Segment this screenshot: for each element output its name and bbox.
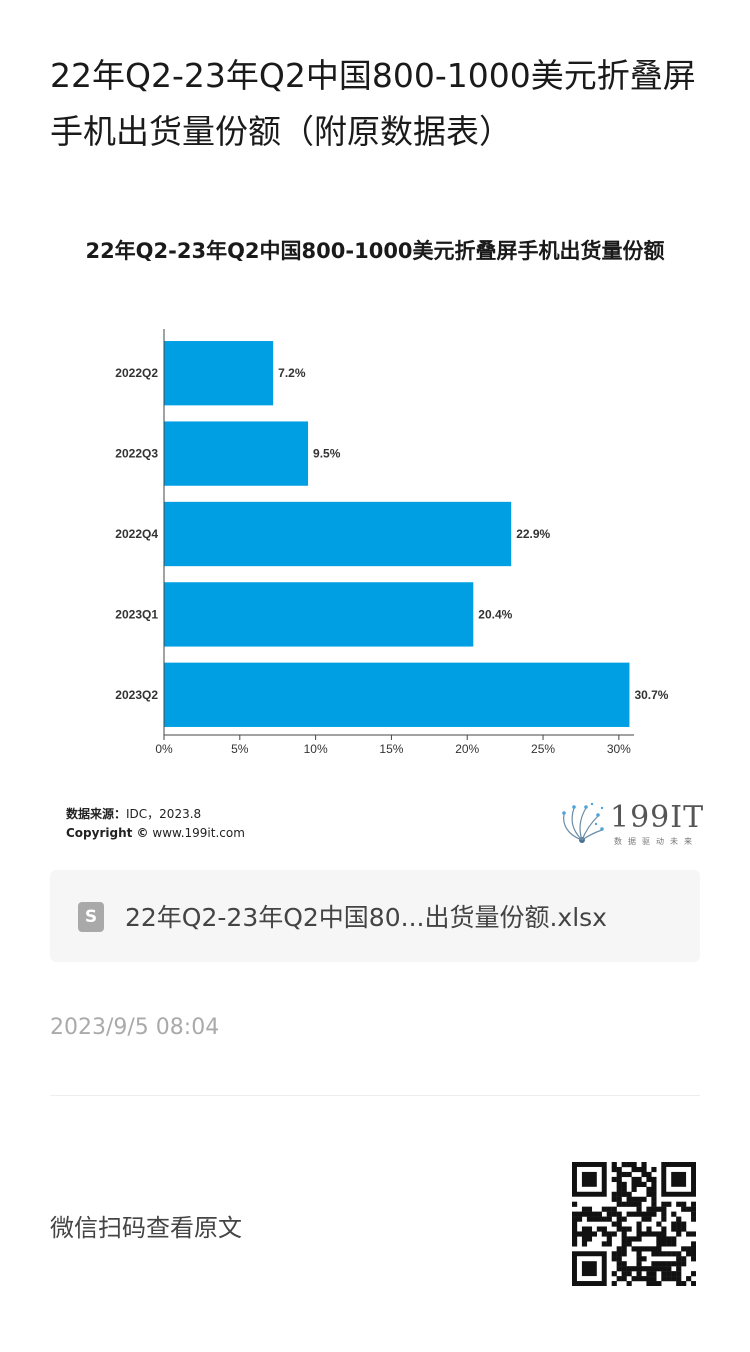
x-tick-label-0: 0%: [155, 742, 173, 756]
bar-chart: 7.2% 2022Q2 9.5% 2022Q3 22.9% 2022Q4 20.4% 2023…: [115, 329, 669, 756]
category-label-2022Q3: 2022Q3: [115, 447, 158, 461]
data-source: 数据来源：IDC，2023.8: [66, 805, 201, 822]
logo-slogan: 数据驱动未来: [614, 837, 698, 846]
x-tick-label-20: 20%: [455, 742, 479, 756]
data-label-2022Q4: 22.9%: [516, 527, 550, 541]
attachment-file-name[interactable]: 22年Q2-23年Q2中国80...出货量份额.xlsx: [125, 903, 607, 932]
bar-2023Q1: [164, 582, 474, 647]
bar-2022Q2: [164, 341, 274, 406]
spreadsheet-file-icon: S: [78, 902, 104, 932]
chart-title: 22年Q2-23年Q2中国800-1000美元折叠屏手机出货量份额: [85, 239, 665, 263]
attachment-card[interactable]: S 22年Q2-23年Q2中国80...出货量份额.xlsx: [50, 870, 700, 962]
data-label-2023Q2: 30.7%: [634, 688, 668, 702]
copyright: Copyright © www.199it.com: [66, 826, 245, 840]
category-label-2023Q1: 2023Q1: [115, 607, 158, 621]
source-label: 数据来源：: [66, 807, 127, 821]
source-value: IDC，2023.8: [126, 807, 202, 821]
publish-timestamp: 2023/9/5 08:04: [50, 1015, 220, 1040]
bar-2023Q2: [164, 662, 630, 727]
dandelion-logo-icon: [562, 802, 604, 843]
chart-image: 22年Q2-23年Q2中国800-1000美元折叠屏手机出货量份额 7.2% 20…: [0, 215, 750, 855]
x-tick-label-15: 15%: [379, 742, 403, 756]
copyright-value: www.199it.com: [152, 826, 245, 840]
x-tick-label-10: 10%: [304, 742, 328, 756]
divider: [50, 1095, 700, 1096]
copyright-label: Copyright ©: [66, 826, 149, 840]
category-label-2022Q2: 2022Q2: [115, 366, 158, 380]
bar-2022Q3: [164, 421, 309, 486]
x-tick-label-25: 25%: [531, 742, 555, 756]
data-label-2023Q1: 20.4%: [478, 607, 512, 621]
logo-text: 199IT: [610, 800, 705, 835]
logo-199it: 199IT 数据驱动未来: [558, 800, 703, 848]
x-tick-label-5: 5%: [231, 742, 249, 756]
category-label-2022Q4: 2022Q4: [115, 527, 158, 541]
qr-code-icon[interactable]: [572, 1162, 696, 1286]
data-label-2022Q3: 9.5%: [313, 447, 341, 461]
data-label-2022Q2: 7.2%: [278, 366, 306, 380]
bar-2022Q4: [164, 501, 512, 567]
read-original-text: 微信扫码查看原文: [50, 1214, 242, 1242]
x-tick-label-30: 30%: [607, 742, 631, 756]
article-title: 22年Q2-23年Q2中国800-1000美元折叠屏手机出货量份额（附原数据表）: [50, 56, 696, 151]
category-label-2023Q2: 2023Q2: [115, 688, 158, 702]
